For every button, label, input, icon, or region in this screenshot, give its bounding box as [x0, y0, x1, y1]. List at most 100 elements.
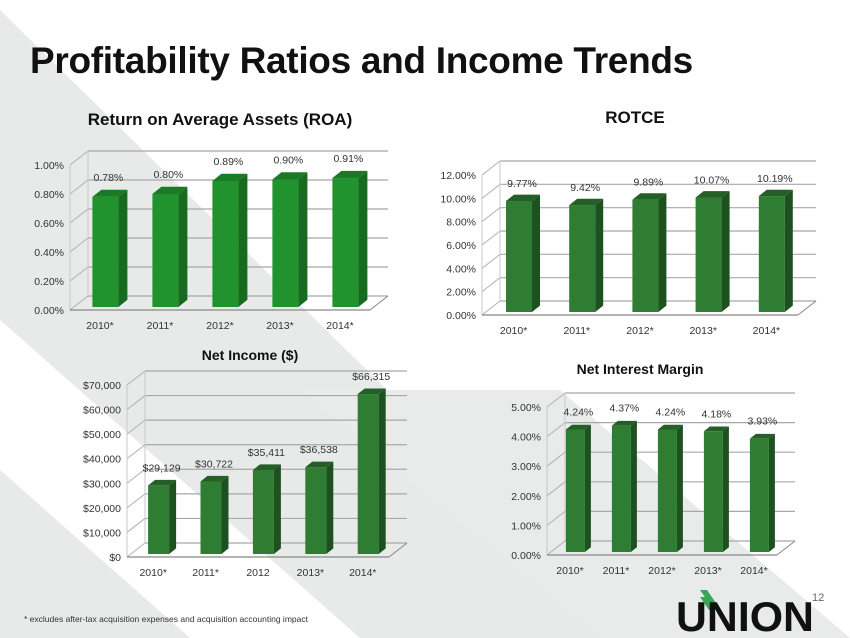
y-tick-label: 2.00% — [511, 491, 541, 503]
y-tick-label: 0.40% — [34, 247, 64, 259]
bar-top — [611, 420, 637, 426]
bar-front — [695, 197, 722, 312]
y-tick-label: 8.00% — [446, 217, 476, 229]
bar-front — [152, 194, 179, 307]
roa-chart: 0.00% 0.20% 0.40% 0.60% 0.80% 1.00% 0.78% 2010*… — [34, 150, 389, 332]
bar — [272, 172, 308, 307]
bar-front — [749, 438, 769, 552]
bar-top — [632, 193, 667, 200]
gridline-depth — [126, 419, 146, 435]
bar-top — [212, 173, 248, 181]
gridline-depth — [546, 392, 566, 408]
data-label: 10.07% — [694, 175, 730, 187]
bar-front — [272, 179, 299, 307]
data-label: 10.19% — [757, 173, 793, 185]
y-tick-label: 0.00% — [511, 550, 541, 562]
x-tick-label: 2013* — [689, 325, 716, 337]
footnote: * excludes after-tax acquisition expense… — [24, 614, 308, 624]
bar — [569, 198, 604, 312]
y-tick-label: 6.00% — [446, 240, 476, 252]
floor-edge — [776, 540, 796, 556]
bar-side — [169, 479, 177, 554]
bar-front — [212, 180, 239, 307]
bar — [565, 424, 591, 552]
data-label: $35,411 — [248, 447, 285, 459]
bar-top — [695, 191, 730, 198]
x-tick-label: 2014* — [326, 320, 353, 332]
bar-front — [703, 431, 723, 552]
bar-front — [252, 469, 274, 554]
x-tick-label: 2010* — [500, 325, 527, 337]
bar-top — [252, 464, 281, 470]
bar — [332, 170, 368, 307]
data-label: 9.42% — [570, 182, 600, 194]
x-tick-label: 2010* — [556, 565, 583, 577]
x-tick-label: 2013* — [694, 565, 721, 577]
bar — [357, 388, 386, 554]
y-tick-label: 4.00% — [511, 432, 541, 444]
y-tick-label: $60,000 — [83, 405, 121, 417]
bar-top — [200, 475, 229, 482]
x-tick-label: 2012* — [206, 320, 233, 332]
bar — [305, 461, 334, 554]
data-label: 0.89% — [214, 156, 244, 168]
data-label: 0.80% — [154, 169, 184, 181]
gridline-depth — [546, 451, 566, 467]
band-middle — [0, 470, 190, 638]
bar-top — [569, 198, 604, 206]
bar-side — [358, 170, 368, 307]
bar-top — [506, 194, 540, 202]
y-tick-label: 1.00% — [511, 520, 541, 532]
data-label: 9.77% — [507, 178, 537, 190]
gridline-depth — [126, 444, 146, 460]
bar-side — [658, 193, 667, 312]
bar-top — [657, 424, 683, 430]
gridline-depth — [126, 468, 146, 484]
y-tick-label: $40,000 — [83, 454, 121, 466]
y-tick-label: 5.00% — [511, 402, 541, 414]
nim-chart-title: Net Interest Margin — [576, 361, 704, 377]
bar — [200, 475, 229, 554]
bar-front — [200, 481, 222, 554]
y-tick-label: $0 — [109, 552, 121, 564]
floor-edge — [388, 542, 408, 558]
bar-side — [584, 424, 591, 552]
bar-side — [178, 186, 188, 307]
x-tick-label: 2013* — [266, 320, 293, 332]
x-tick-label: 2011* — [603, 565, 630, 577]
x-tick-label: 2014* — [753, 325, 780, 337]
bar-top — [703, 426, 729, 432]
bar-front — [92, 196, 119, 307]
data-label: 9.89% — [634, 177, 664, 189]
bar — [92, 189, 128, 307]
y-tick-label: 0.60% — [34, 218, 64, 230]
gridline-depth — [69, 179, 89, 195]
bar-front — [148, 485, 170, 554]
bar-front — [305, 467, 327, 554]
y-tick-label: 0.00% — [34, 305, 64, 317]
y-tick-label: 0.20% — [34, 276, 64, 288]
bar-top — [92, 189, 128, 197]
bar-front — [611, 425, 631, 552]
gridline-depth — [126, 518, 146, 533]
net-income-chart-title: Net Income ($) — [201, 347, 299, 363]
gridline-depth — [481, 160, 501, 176]
data-label: $36,538 — [300, 444, 338, 456]
gridline-depth — [69, 150, 89, 166]
bar — [252, 464, 281, 554]
floor-edge — [797, 300, 817, 316]
bar-side — [118, 189, 128, 307]
gridline-depth — [69, 237, 89, 253]
bar — [152, 186, 188, 307]
bar-front — [357, 394, 379, 554]
gridline-depth — [69, 208, 89, 224]
bar-top — [332, 170, 368, 179]
data-label: 0.91% — [334, 153, 364, 165]
bar-side — [721, 191, 730, 312]
bar-front — [758, 196, 785, 312]
gridline-depth — [481, 277, 501, 293]
bar-front — [632, 199, 659, 312]
data-label: 3.93% — [748, 416, 778, 428]
bar-top — [305, 461, 334, 468]
page-number: 12 — [812, 592, 825, 604]
